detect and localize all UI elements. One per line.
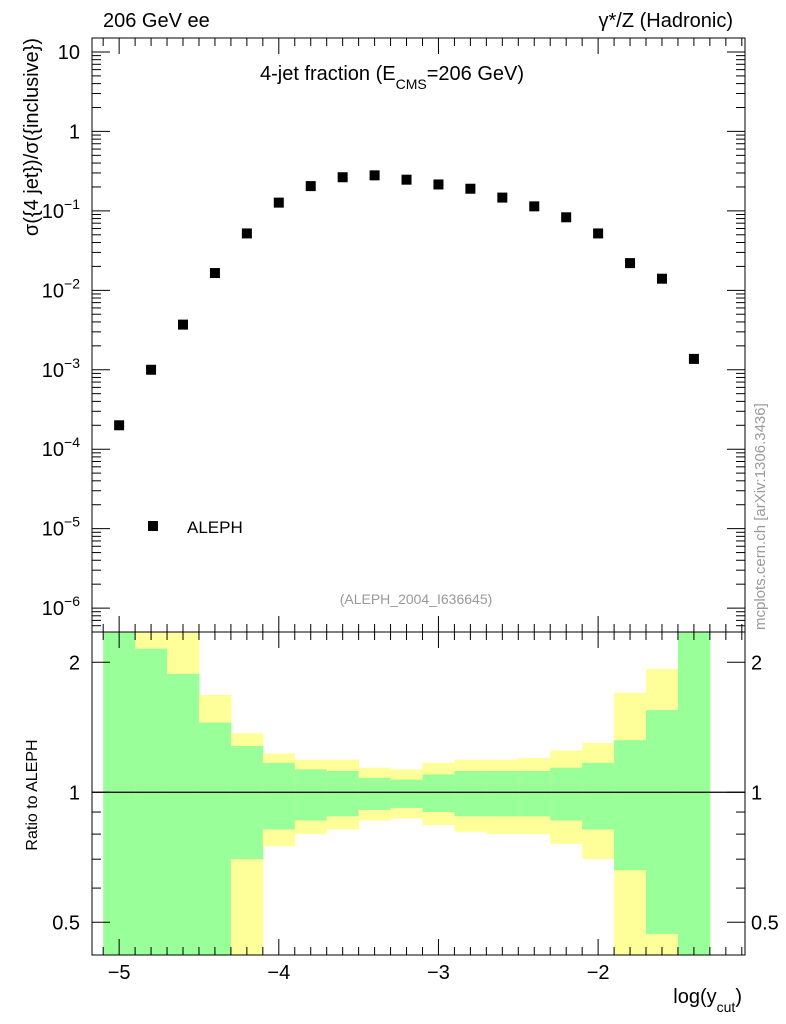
inner-band-bin — [454, 771, 487, 817]
data-point — [529, 201, 540, 212]
inner-band-bin — [103, 632, 136, 955]
y-tick-label-exponent: −2 — [64, 275, 80, 291]
plot-title-main: 4-jet fraction (E — [260, 63, 396, 85]
inner-band-bin — [262, 762, 296, 830]
y-tick-label-base: 10 — [42, 360, 64, 382]
data-point — [561, 212, 572, 223]
inner-band-bin — [486, 771, 519, 817]
data-point — [433, 179, 444, 190]
y-tick-label-base: 1 — [69, 121, 80, 143]
y-tick-label: 10 — [58, 42, 80, 64]
analysis-watermark: (ALEPH_2004_I636645) — [340, 591, 493, 607]
y-tick-label-base: 10 — [42, 280, 64, 302]
side-source-label: mcplots.cern.ch [arXiv:1306.3436] — [752, 403, 769, 630]
legend-label: ALEPH — [187, 518, 243, 537]
data-point — [497, 192, 508, 203]
inner-band-bin — [550, 767, 583, 821]
inner-band-bin — [614, 740, 647, 871]
x-tick-label: −5 — [108, 962, 131, 984]
header-left-label: 206 GeV ee — [103, 10, 210, 32]
x-axis-label-tail: ) — [735, 986, 742, 1008]
data-point — [337, 172, 348, 183]
data-point — [656, 273, 667, 284]
ratio-uncertainty-bands — [103, 632, 711, 955]
data-point — [178, 319, 189, 330]
ratio-y-axis-ticks: 0.5 0.5 1 1 2 2 — [52, 652, 779, 934]
ratio-y-axis-label: Ratio to ALEPH — [24, 739, 41, 850]
ratio-y-tick-label-left: 2 — [69, 652, 80, 674]
plot-title: 4-jet fraction (ECMS=206 GeV) — [260, 63, 524, 92]
inner-band-bin — [135, 648, 168, 955]
inner-band-bin — [390, 779, 423, 808]
plot-title-tail: =206 GeV) — [427, 63, 524, 85]
y-tick-label: 10−3 — [42, 355, 80, 382]
x-axis-label-main: log(y — [673, 986, 716, 1008]
x-tick-label: −4 — [267, 962, 290, 984]
y-tick-label-base: 10 — [42, 519, 64, 541]
y-tick-label: 10−6 — [42, 593, 80, 620]
inner-band-bin — [167, 673, 200, 955]
ratio-y-tick-label-right: 2 — [751, 652, 762, 674]
inner-band-bin — [230, 745, 264, 860]
x-tick-label: −3 — [427, 962, 450, 984]
ratio-y-tick-label-left: 0.5 — [52, 912, 80, 934]
y-tick-label-exponent: −1 — [64, 196, 80, 212]
y-tick-label-exponent: −6 — [64, 593, 80, 609]
inner-band-bin — [582, 762, 615, 830]
y-tick-label: 10−2 — [42, 275, 80, 302]
y-tick-label-base: 10 — [42, 439, 64, 461]
data-point — [241, 228, 252, 239]
ratio-y-tick-label-left: 1 — [69, 782, 80, 804]
inner-band-bin — [518, 771, 551, 817]
data-point — [305, 181, 316, 192]
y-tick-label-base: 10 — [42, 201, 64, 223]
inner-band-bin — [198, 722, 232, 955]
main-y-axis-label: σ({4 jet})/σ({inclusive}) — [21, 38, 43, 236]
inner-band-bin — [358, 777, 392, 810]
data-point — [209, 268, 220, 279]
y-tick-label: 10−1 — [42, 196, 80, 223]
data-point — [465, 183, 476, 194]
main-x-axis-ticks — [102, 38, 743, 632]
y-tick-label: 1 — [69, 121, 80, 143]
y-tick-label-exponent: −4 — [64, 434, 80, 450]
ratio-panel: 0.5 0.5 1 1 2 2 −5 −4 −3 −2 Ratio to ALEPH log(y… — [24, 631, 779, 1015]
legend-marker — [148, 521, 158, 531]
main-data-points — [114, 170, 699, 431]
data-point — [273, 197, 284, 208]
inner-band-bin — [646, 710, 679, 934]
y-tick-label-base: 10 — [58, 42, 80, 64]
y-tick-label: 10−4 — [42, 434, 80, 461]
plot-title-subscript: CMS — [396, 76, 427, 92]
header-right-label: γ*/Z (Hadronic) — [599, 10, 733, 32]
y-tick-label-exponent: −3 — [64, 355, 80, 371]
y-tick-label-base: 10 — [42, 598, 64, 620]
ratio-y-tick-label-right: 1 — [751, 782, 762, 804]
x-tick-label: −2 — [587, 962, 610, 984]
y-tick-label: 10−5 — [42, 514, 80, 541]
inner-band-bin — [294, 769, 328, 821]
data-point — [369, 170, 380, 181]
main-plot-frame — [91, 37, 746, 633]
inner-band-bin — [677, 632, 711, 955]
ratio-plot-frame — [91, 631, 746, 956]
data-point — [593, 228, 604, 239]
inner-band-bin — [422, 774, 455, 813]
data-point — [688, 353, 699, 364]
y-tick-label-exponent: −5 — [64, 514, 80, 530]
data-point — [625, 258, 636, 269]
data-point — [114, 420, 125, 431]
ratio-x-axis-ticks: −5 −4 −3 −2 — [102, 632, 743, 984]
inner-band-bin — [326, 771, 360, 817]
ratio-y-tick-label-right: 0.5 — [751, 912, 779, 934]
x-axis-label: log(ycut) — [673, 986, 742, 1015]
data-point — [401, 174, 412, 185]
data-point — [146, 364, 157, 375]
x-axis-label-subscript: cut — [717, 999, 736, 1015]
